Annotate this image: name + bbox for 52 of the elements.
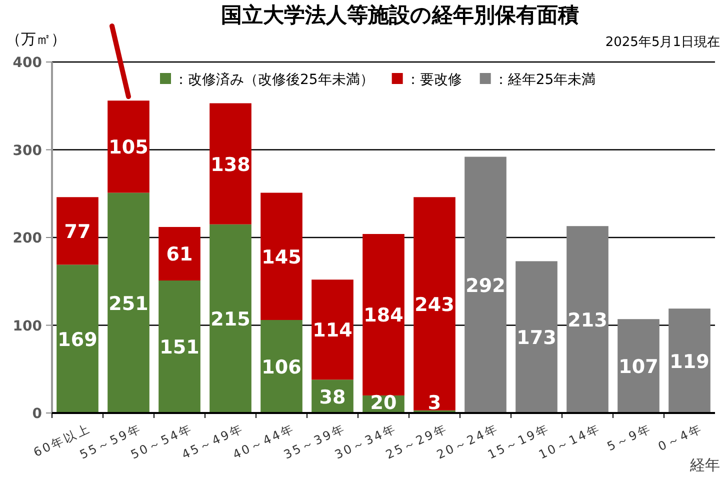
x-tick-label: 5～9年 bbox=[605, 421, 654, 454]
data-label: 20 bbox=[370, 392, 397, 414]
bar bbox=[516, 261, 558, 413]
x-axis-title: 経年 bbox=[689, 456, 720, 474]
legend-label: ：改修済み（改修後25年未満） bbox=[174, 72, 374, 88]
legend-label: ：経年25年未満 bbox=[494, 72, 596, 88]
x-tick-label: 0～4年 bbox=[656, 421, 705, 454]
bar bbox=[158, 226, 200, 280]
data-label: 3 bbox=[428, 392, 442, 414]
y-tick-label: 400 bbox=[12, 55, 42, 71]
data-label: 38 bbox=[319, 386, 346, 408]
bar bbox=[362, 234, 404, 396]
bar bbox=[312, 280, 354, 380]
y-tick-label: 300 bbox=[12, 142, 42, 159]
data-label: 105 bbox=[108, 136, 148, 159]
data-label: 107 bbox=[618, 356, 658, 378]
data-label: 114 bbox=[312, 320, 352, 342]
bar bbox=[108, 192, 150, 413]
bar bbox=[414, 197, 456, 410]
chart-title: 国立大学法人等施設の経年別保有面積 bbox=[221, 3, 579, 27]
bar bbox=[260, 320, 302, 413]
bar bbox=[210, 224, 252, 413]
bar bbox=[618, 319, 660, 413]
y-tick-label: 200 bbox=[12, 230, 42, 246]
y-tick-label: 100 bbox=[12, 318, 42, 334]
data-label: 215 bbox=[210, 308, 250, 331]
bar bbox=[210, 103, 252, 224]
data-label: 145 bbox=[262, 246, 302, 268]
y-axis-title: （万㎡） bbox=[6, 30, 66, 48]
legend-label: ：要改修 bbox=[406, 72, 462, 88]
bar bbox=[464, 156, 506, 413]
data-label: 169 bbox=[58, 328, 98, 351]
data-label: 213 bbox=[568, 310, 608, 332]
bar bbox=[668, 308, 710, 413]
bar bbox=[158, 280, 200, 413]
data-label: 251 bbox=[108, 292, 148, 315]
data-label: 151 bbox=[160, 336, 200, 359]
data-label: 77 bbox=[64, 220, 91, 243]
data-label: 184 bbox=[364, 304, 404, 327]
data-label: 292 bbox=[466, 274, 506, 297]
bar bbox=[56, 264, 98, 413]
data-label: 61 bbox=[166, 244, 193, 266]
data-label: 106 bbox=[262, 356, 302, 378]
bar bbox=[566, 226, 608, 413]
data-label: 243 bbox=[414, 294, 454, 316]
bar bbox=[56, 197, 98, 265]
text: 2025年5月1日現在 bbox=[605, 35, 720, 50]
data-label: 173 bbox=[516, 327, 556, 350]
y-tick-label: 0 bbox=[32, 406, 42, 422]
data-label: 119 bbox=[670, 350, 710, 373]
data-label: 138 bbox=[210, 154, 250, 176]
bar bbox=[260, 192, 302, 320]
